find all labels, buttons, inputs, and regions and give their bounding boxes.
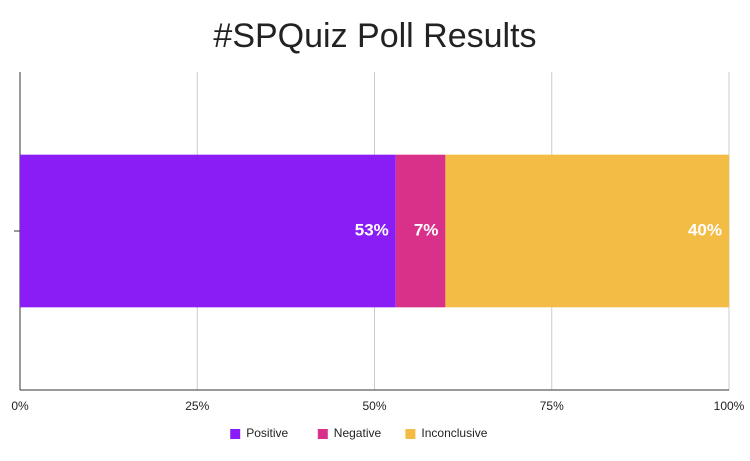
x-tick-label: 100%: [714, 399, 745, 413]
bar-segment: [395, 154, 446, 308]
legend-swatch: [230, 429, 241, 439]
legend-label: Inconclusive: [421, 426, 487, 440]
bar-segment: [20, 154, 396, 308]
legend-swatch: [317, 429, 328, 439]
legend-label: Negative: [334, 426, 382, 440]
x-tick-label: 25%: [185, 399, 209, 413]
chart-title: #SPQuiz Poll Results: [213, 17, 536, 55]
legend-swatch: [405, 429, 416, 439]
bar-segment: [445, 154, 729, 308]
x-tick-label: 0%: [11, 399, 29, 413]
data-label: 53%: [355, 220, 389, 239]
x-tick-label: 75%: [540, 399, 564, 413]
data-label: 40%: [688, 220, 722, 239]
legend-label: Positive: [246, 426, 288, 440]
data-label: 7%: [414, 220, 439, 239]
x-tick-label: 50%: [362, 399, 386, 413]
